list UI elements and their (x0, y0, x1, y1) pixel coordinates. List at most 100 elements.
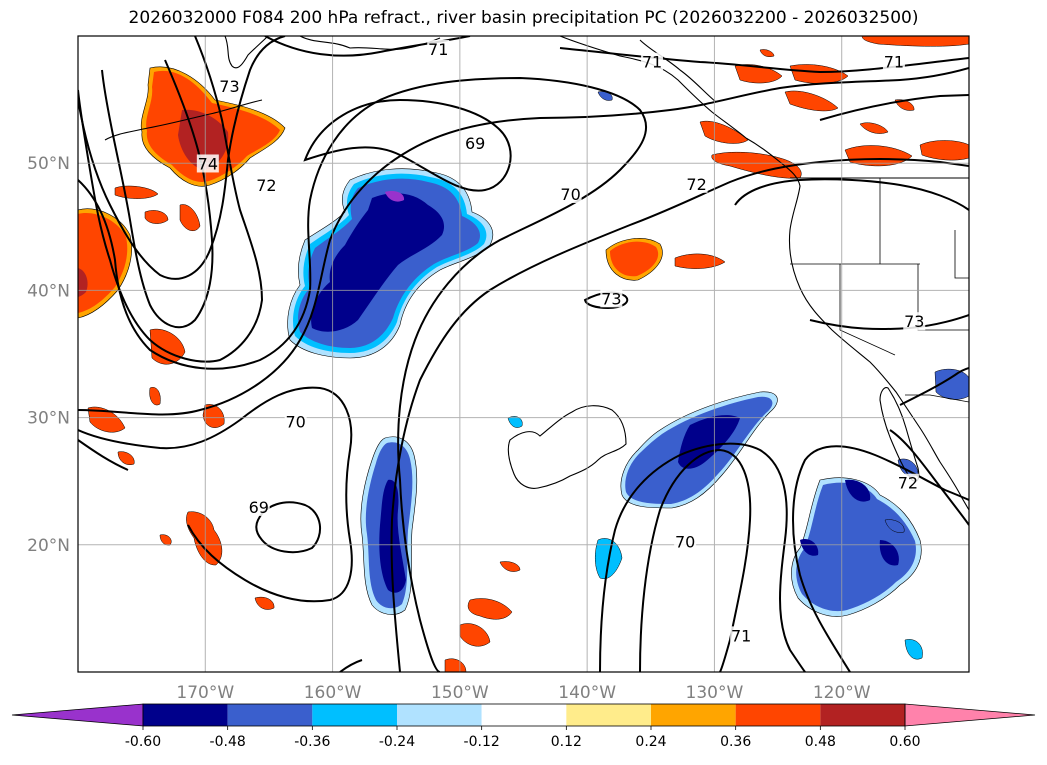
latitude-labels: 50°N 40°N 30°N 20°N (27, 154, 70, 556)
colorbar-label-8: 0.48 (805, 734, 836, 750)
colorbar-segment-7 (651, 704, 736, 726)
colorbar-label-0: -0.60 (125, 734, 161, 750)
contour-72-coast (734, 178, 969, 211)
colorbar: -0.60 -0.48 -0.36 -0.24 -0.12 0.12 0.24 0.36 0.4… (11, 703, 1036, 750)
lat-label-1: 40°N (27, 281, 70, 301)
colorbar-label-2: -0.36 (294, 734, 330, 750)
contour-72-west (78, 36, 286, 280)
longitude-labels: 170°W 160°W 150°W 140°W 130°W 120°W (176, 683, 870, 703)
colorbar-extend-low (11, 703, 144, 727)
fill-ne-red6 (844, 145, 913, 167)
fill-red-s15 (499, 561, 521, 572)
contour-label-14: 71 (731, 626, 751, 645)
colorbar-label-5: 0.12 (551, 734, 582, 750)
contour-label-0: 71 (428, 40, 448, 59)
colorbar-extend-high (904, 703, 1036, 727)
fill-ne-red2 (789, 64, 849, 84)
fill-blue-north-violet (385, 190, 405, 202)
contour-73-se-coast (899, 367, 969, 406)
colorbar-label-1: -0.48 (210, 734, 246, 750)
colorbar-label-9: 0.60 (889, 734, 920, 750)
lon-label-5: 120°W (813, 683, 871, 703)
contour-label-bg-10 (903, 312, 926, 331)
contour-label-6: 69 (465, 134, 485, 153)
fill-red-s11 (254, 596, 275, 610)
contour-label-bg-14 (730, 626, 753, 645)
colorbar-segment-9 (820, 704, 905, 726)
lat-label-2: 30°N (27, 409, 70, 429)
contour-label-8: 72 (686, 175, 706, 194)
contour-label-bg-2 (882, 52, 905, 71)
fill-ne-red1 (734, 64, 783, 84)
fill-ne-red9 (861, 36, 969, 47)
fill-blue-farse-navy1 (845, 479, 871, 502)
contour-label-bg-1 (641, 52, 664, 71)
fill-west-edge-core (78, 213, 128, 313)
contour-71-bottom (339, 659, 363, 672)
contour-label-bg-7 (559, 185, 582, 203)
contour-69-sw (255, 501, 321, 554)
fill-blue-s7 (884, 519, 905, 533)
colorbar-segment-5 (481, 704, 567, 726)
colorbar-segment-8 (735, 704, 821, 726)
lon-label-2: 150°W (431, 683, 489, 703)
lon-label-1: 160°W (304, 683, 362, 703)
contour-label-bg-4 (196, 154, 219, 173)
colorbar-frame (142, 703, 906, 727)
fill-red-s2 (144, 210, 169, 224)
fill-blue-s3 (934, 368, 969, 400)
contour-label-7: 70 (560, 185, 580, 204)
negative-anomaly-fills (287, 91, 969, 660)
contour-label-3: 73 (219, 77, 239, 96)
fill-blue-farse-navy2 (879, 540, 899, 566)
colorbar-segment-2 (227, 704, 313, 726)
colorbar-label-6: 0.24 (635, 734, 666, 750)
contour-label-bg-11 (284, 412, 307, 431)
colorbar-label-3: -0.24 (379, 734, 415, 750)
colorbar-segment-4 (397, 704, 482, 726)
contour-label-bg-3 (218, 76, 241, 95)
colorbar-label-4: -0.12 (464, 734, 500, 750)
contour-label-15: 72 (898, 474, 918, 493)
contour-70-north (78, 76, 647, 672)
colorbar-segment-1 (143, 704, 228, 726)
lon-label-3: 140°W (558, 683, 616, 703)
lon-label-4: 130°W (686, 683, 744, 703)
colorbar-segment-3 (312, 704, 397, 726)
contour-label-10: 73 (904, 312, 924, 331)
graticule (78, 36, 969, 672)
fill-west-edge-dark (78, 268, 88, 297)
contour-70-se (639, 448, 752, 672)
fill-ne-red7 (919, 140, 969, 161)
contour-label-bg-9 (600, 289, 623, 308)
fill-red-s12 (467, 598, 513, 620)
fill-ne-red4 (699, 120, 749, 144)
contour-label-5: 72 (256, 176, 276, 195)
contour-70-bottomleft (78, 439, 129, 471)
fill-ne-red10 (759, 49, 775, 57)
contour-label-12: 69 (249, 498, 269, 517)
contour-label-bg-6 (464, 134, 487, 153)
contour-72-mid (78, 67, 969, 416)
contour-71-farse (792, 445, 969, 672)
fill-red-s9 (186, 511, 223, 566)
fill-blue-s6 (904, 639, 923, 660)
contour-70-sw (78, 386, 353, 603)
contour-label-bg-5 (255, 176, 278, 195)
fill-red-s7 (87, 406, 126, 433)
lon-label-0: 170°W (176, 683, 234, 703)
contour-label-4: 74 (198, 154, 218, 173)
contour-72-farse (889, 429, 969, 526)
fill-blue-farse-royal (796, 482, 916, 612)
map-frame (77, 35, 970, 673)
contour-label-bg-12 (247, 497, 270, 516)
fill-red-mid1-core (610, 241, 659, 277)
coastlines (104, 36, 969, 511)
contour-label-bg-0 (427, 39, 450, 58)
contour-label-bg-13 (674, 532, 697, 551)
contour-label-13: 70 (675, 532, 695, 551)
fill-red-s5 (149, 387, 161, 406)
fill-blue-band-navy (379, 479, 406, 593)
fill-blue-north-navy (311, 193, 445, 332)
